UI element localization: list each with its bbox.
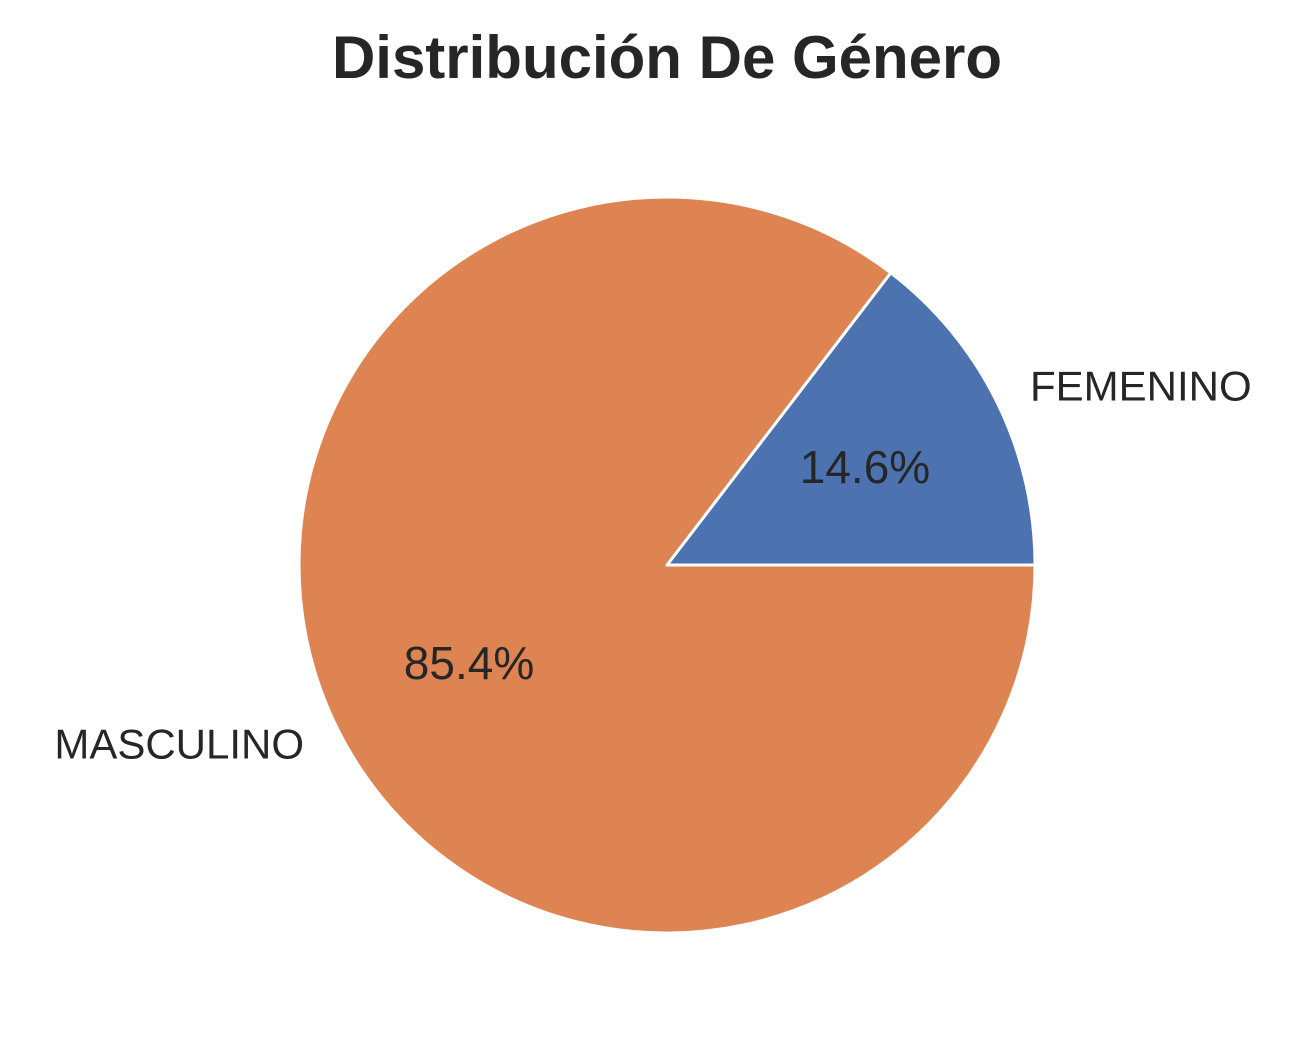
- pie-slices: [297, 195, 1037, 935]
- pie-slice-femenino: [665, 271, 1037, 567]
- pie-labels: FEMENINO 14.6% MASCULINO 85.4%: [54, 362, 1251, 767]
- chart-title: Distribución De Género: [332, 24, 1002, 91]
- pct-label-masculino: 85.4%: [404, 637, 534, 689]
- slice-label-masculino: MASCULINO: [54, 721, 304, 768]
- pct-label-femenino: 14.6%: [800, 441, 930, 493]
- pie-slice-masculino: [297, 195, 1037, 935]
- slice-label-femenino: FEMENINO: [1030, 362, 1252, 409]
